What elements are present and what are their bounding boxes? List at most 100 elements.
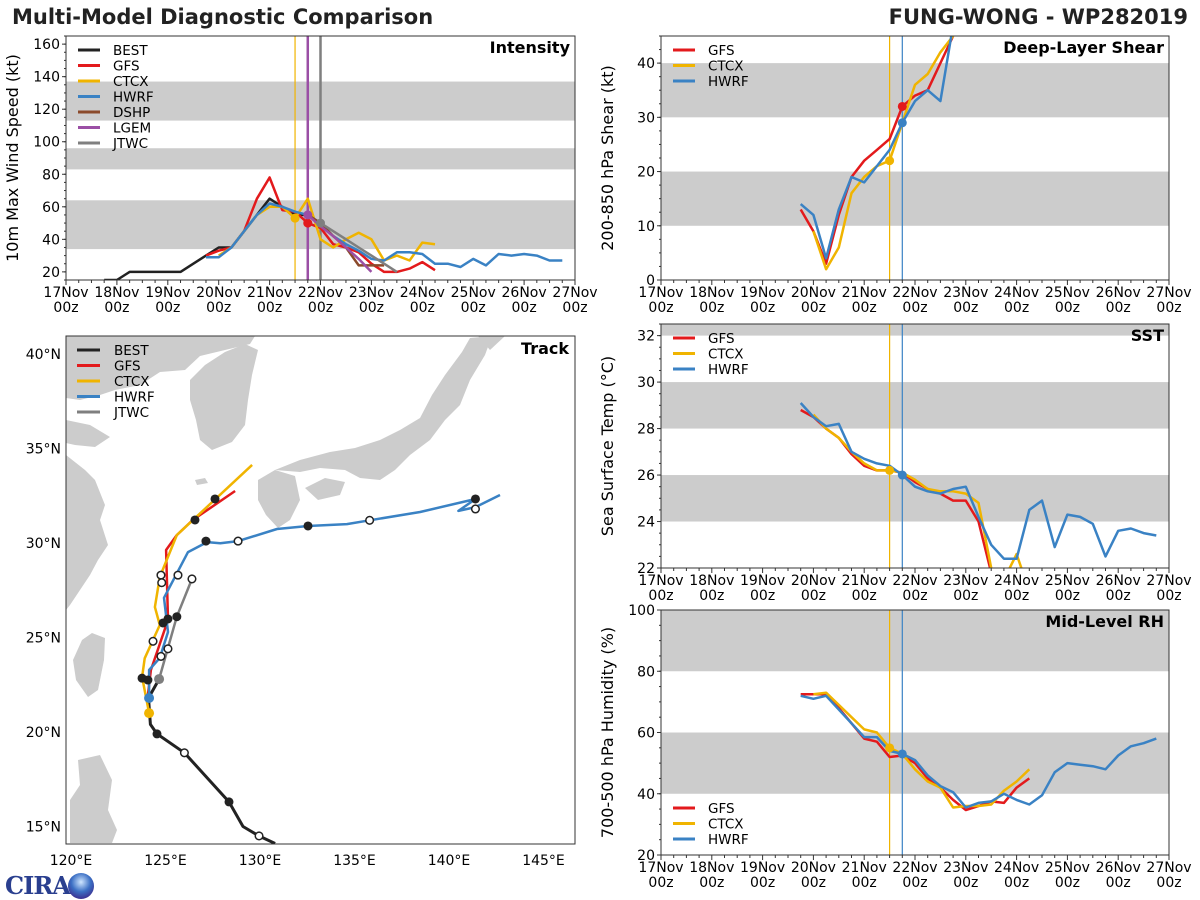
init-marker-hwrf <box>897 470 907 480</box>
track-position-marker <box>224 797 234 807</box>
x-tick-label: 17Nov 00z <box>638 573 683 604</box>
init-marker-ctcx <box>885 465 895 475</box>
x-tick-date: 21Nov <box>842 285 887 301</box>
x-tick-hour: 00z <box>1106 875 1131 891</box>
lat-tick-label: 20°N <box>26 725 61 741</box>
x-tick-hour: 00z <box>902 875 927 891</box>
x-tick-date: 24Nov <box>994 573 1039 589</box>
x-tick-label: 20Nov 00z <box>791 860 836 891</box>
plot-area <box>661 36 1169 280</box>
init-marker-ctcx <box>885 156 895 166</box>
x-tick-hour: 00z <box>699 875 724 891</box>
series-line-hwrf <box>800 694 1157 809</box>
track-position-marker-open <box>163 644 173 654</box>
track-init-marker-jtwc <box>154 674 165 685</box>
legend-item-ctcx: CTCX <box>673 347 744 363</box>
y-tick-label: 22 <box>637 561 655 577</box>
x-tick-hour: 00z <box>104 300 129 316</box>
x-tick-date: 24Nov <box>994 860 1039 876</box>
panel-title: SST <box>1131 326 1164 345</box>
x-tick-label: 23Nov 00z <box>943 573 988 604</box>
series-line-hwrf <box>799 402 1157 560</box>
lat-tick-label: 40°N <box>26 347 61 363</box>
legend-label: CTCX <box>708 817 744 833</box>
x-tick-hour: 00z <box>461 300 486 316</box>
x-tick-label: 19Nov 00z <box>740 285 785 316</box>
legend-label: LGEM <box>113 121 151 137</box>
x-tick-label: 26Nov 00z <box>502 285 547 316</box>
x-tick-label: 27Nov 00z <box>552 285 597 316</box>
series-line-ctcx <box>813 691 1031 809</box>
track-position-marker-open <box>254 831 264 841</box>
track-position-marker <box>143 675 153 685</box>
y-tick-label: 30 <box>637 110 655 126</box>
land-mainland-china-east <box>66 455 108 610</box>
x-tick-label: 27Nov 00z <box>1146 860 1191 891</box>
x-tick-hour: 00z <box>1004 300 1029 316</box>
x-tick-date: 18Nov <box>94 285 139 301</box>
x-tick-date: 21Nov <box>842 573 887 589</box>
logo-text: CIRA <box>5 871 71 900</box>
x-tick-date: 19Nov <box>740 573 785 589</box>
legend-label: CTCX <box>708 347 744 363</box>
init-marker-lgem <box>303 210 313 220</box>
y-tick-label: 100 <box>33 135 60 151</box>
panel-track: 120°E 125°E 130°E 135°E 140°E 145°E 15°N 20°N 25… <box>26 335 576 869</box>
shaded-band <box>661 171 1169 226</box>
track-position-marker-open <box>157 578 167 588</box>
legend-label: HWRF <box>114 390 155 406</box>
x-tick-hour: 00z <box>1055 588 1080 604</box>
legend-item-hwrf: HWRF <box>78 90 154 106</box>
track-init-marker-ctcx <box>144 708 155 719</box>
x-tick-date: 26Nov <box>1096 573 1141 589</box>
lon-tick-label: 140°E <box>428 853 471 869</box>
y-tick-label: 26 <box>637 468 655 484</box>
legend-label: HWRF <box>708 74 749 90</box>
land-mainland-china-north <box>66 336 255 400</box>
series-line-hwrf <box>799 36 953 260</box>
panel-title: Intensity <box>490 38 571 57</box>
x-tick-hour: 00z <box>648 588 673 604</box>
storm-title: FUNG-WONG - WP282019 <box>888 5 1188 29</box>
x-tick-date: 17Nov <box>638 285 683 301</box>
legend-item-gfs: GFS <box>673 331 735 347</box>
x-tick-label: 23Nov 00z <box>943 285 988 316</box>
x-tick-hour: 00z <box>1156 588 1181 604</box>
legend-label: HWRF <box>708 832 749 848</box>
x-tick-hour: 00z <box>53 300 78 316</box>
x-tick-label: 26Nov 00z <box>1096 573 1141 604</box>
init-marker-gfs <box>303 218 313 228</box>
track-position-marker-open <box>233 536 243 546</box>
y-tick-label: 30 <box>637 375 655 391</box>
x-tick-date: 19Nov <box>145 285 190 301</box>
x-tick-date: 19Nov <box>740 860 785 876</box>
lat-tick-label: 35°N <box>26 442 61 458</box>
x-tick-hour: 00z <box>512 300 537 316</box>
x-tick-label: 23Nov 00z <box>349 285 394 316</box>
legend-item-gfs: GFS <box>673 801 735 817</box>
lon-tick-label: 135°E <box>333 853 376 869</box>
x-tick-label: 25Nov 00z <box>451 285 496 316</box>
legend-label: GFS <box>113 59 140 75</box>
legend-label: GFS <box>114 359 141 375</box>
track-position-marker <box>172 612 182 622</box>
y-axis-label: 10m Max Wind Speed (kt) <box>3 54 22 262</box>
lon-tick-label: 120°E <box>50 853 93 869</box>
land-shikoku <box>305 478 345 500</box>
track-position-marker-open <box>187 574 197 584</box>
x-tick-hour: 00z <box>699 588 724 604</box>
land-korea <box>190 344 258 450</box>
track-position-marker <box>470 494 480 504</box>
x-tick-label: 20Nov 00z <box>196 285 241 316</box>
x-tick-label: 24Nov 00z <box>994 573 1039 604</box>
x-tick-date: 22Nov <box>892 285 937 301</box>
legend-item-dshp: DSHP <box>78 105 150 121</box>
x-tick-date: 18Nov <box>689 573 734 589</box>
x-tick-date: 25Nov <box>1045 285 1090 301</box>
track-init-marker-hwrf <box>144 692 155 703</box>
init-marker-ctcx <box>885 743 895 753</box>
y-tick-label: 60 <box>42 200 60 216</box>
y-tick-label: 40 <box>42 232 60 248</box>
